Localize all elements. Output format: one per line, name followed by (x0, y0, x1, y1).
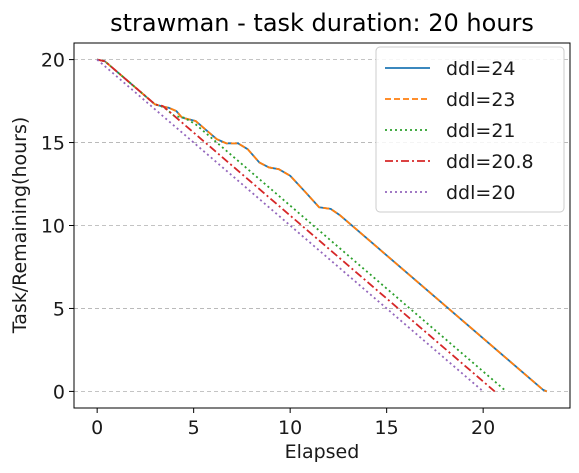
legend: ddl=24 ddl=23 ddl=21 ddl=20.8 ddl=20 (375, 46, 565, 213)
legend-label-3: ddl=21 (446, 120, 516, 142)
x-tick-label: 10 (278, 417, 302, 439)
legend-box (375, 46, 565, 213)
legend-label-1: ddl=24 (446, 58, 516, 80)
y-tick-label: 10 (41, 216, 65, 238)
legend-label-2: ddl=23 (446, 89, 516, 111)
y-tick-label: 15 (41, 133, 65, 155)
series-line-2 (96, 58, 548, 393)
y-tick-label: 20 (41, 50, 65, 72)
y-tick-label: 5 (53, 298, 65, 320)
legend-label-5: ddl=20 (446, 182, 516, 204)
series-line-4 (96, 58, 496, 393)
x-tick-label: 5 (188, 417, 200, 439)
x-tick-label: 20 (471, 417, 495, 439)
x-axis-label: Elapsed (285, 441, 360, 463)
legend-entries: ddl=24 ddl=23 ddl=21 ddl=20.8 ddl=20 (385, 58, 534, 204)
series-layer (96, 58, 548, 393)
chart-title: strawman - task duration: 20 hours (110, 9, 534, 37)
legend-label-4: ddl=20.8 (446, 151, 534, 173)
tick-layer: 0 5 10 15 20 0 5 10 15 20 (41, 50, 495, 439)
x-tick-label: 15 (375, 417, 399, 439)
x-tick-label: 0 (91, 417, 103, 439)
y-tick-label: 0 (53, 381, 65, 403)
y-axis-label: Task/Remaining(hours) (9, 117, 31, 335)
